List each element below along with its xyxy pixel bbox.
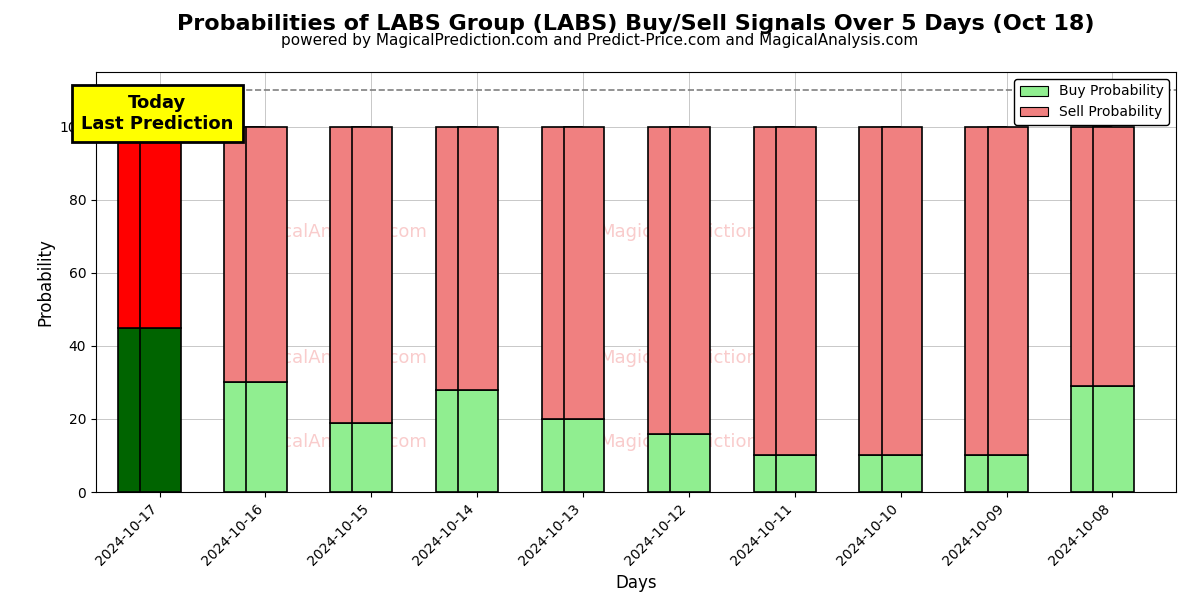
Bar bbox=[670, 434, 710, 492]
Bar bbox=[965, 127, 1006, 455]
Bar bbox=[859, 455, 900, 492]
Bar bbox=[119, 127, 158, 328]
Bar bbox=[436, 127, 476, 390]
Bar bbox=[330, 422, 371, 492]
X-axis label: Days: Days bbox=[616, 574, 656, 592]
Bar bbox=[224, 127, 264, 382]
Bar bbox=[754, 455, 793, 492]
Bar bbox=[458, 127, 498, 390]
Text: MagicalAnalysis.com: MagicalAnalysis.com bbox=[240, 433, 427, 451]
Bar bbox=[882, 455, 922, 492]
Bar bbox=[965, 455, 1006, 492]
Bar bbox=[648, 434, 688, 492]
Bar bbox=[1072, 386, 1111, 492]
Bar bbox=[648, 127, 688, 434]
Bar bbox=[988, 455, 1027, 492]
Bar bbox=[882, 127, 922, 455]
Bar bbox=[330, 127, 371, 422]
Bar bbox=[140, 328, 181, 492]
Bar bbox=[1093, 127, 1134, 386]
Text: MagicalPrediction.com: MagicalPrediction.com bbox=[599, 433, 803, 451]
Bar bbox=[859, 127, 900, 455]
Bar bbox=[988, 127, 1027, 455]
Bar bbox=[564, 419, 605, 492]
Bar bbox=[119, 328, 158, 492]
Title: Probabilities of LABS Group (LABS) Buy/Sell Signals Over 5 Days (Oct 18): Probabilities of LABS Group (LABS) Buy/S… bbox=[178, 14, 1094, 34]
Text: MagicalAnalysis.com: MagicalAnalysis.com bbox=[240, 349, 427, 367]
Text: powered by MagicalPrediction.com and Predict-Price.com and MagicalAnalysis.com: powered by MagicalPrediction.com and Pre… bbox=[281, 33, 919, 48]
Bar bbox=[541, 127, 582, 419]
Bar bbox=[353, 127, 392, 422]
Bar bbox=[775, 127, 816, 455]
Text: MagicalPrediction.com: MagicalPrediction.com bbox=[599, 223, 803, 241]
Bar bbox=[436, 390, 476, 492]
Bar bbox=[775, 455, 816, 492]
Bar bbox=[246, 382, 287, 492]
Bar bbox=[670, 127, 710, 434]
Bar bbox=[754, 127, 793, 455]
Bar bbox=[353, 422, 392, 492]
Bar bbox=[246, 127, 287, 382]
Bar bbox=[564, 127, 605, 419]
Text: MagicalAnalysis.com: MagicalAnalysis.com bbox=[240, 223, 427, 241]
Bar bbox=[224, 382, 264, 492]
Text: Today
Last Prediction: Today Last Prediction bbox=[82, 94, 234, 133]
Bar bbox=[1072, 127, 1111, 386]
Bar bbox=[458, 390, 498, 492]
Bar bbox=[140, 127, 181, 328]
Text: MagicalPrediction.com: MagicalPrediction.com bbox=[599, 349, 803, 367]
Bar bbox=[541, 419, 582, 492]
Bar bbox=[1093, 386, 1134, 492]
Legend: Buy Probability, Sell Probability: Buy Probability, Sell Probability bbox=[1014, 79, 1169, 125]
Y-axis label: Probability: Probability bbox=[36, 238, 54, 326]
